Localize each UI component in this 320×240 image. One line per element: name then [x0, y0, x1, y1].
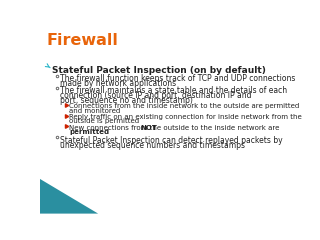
Text: Stateful Packet Inspection can detect replayed packets by: Stateful Packet Inspection can detect re…: [60, 136, 282, 145]
Text: Stateful Packet Inspection (on by default): Stateful Packet Inspection (on by defaul…: [52, 66, 266, 75]
Text: permitted: permitted: [69, 129, 109, 135]
Text: made by network applications: made by network applications: [60, 79, 176, 88]
Text: connection (source IP and port, destination IP and: connection (source IP and port, destinat…: [60, 91, 251, 100]
Text: Reply traffic on an existing connection for inside network from the: Reply traffic on an existing connection …: [69, 114, 302, 120]
Text: Firewall: Firewall: [46, 33, 118, 48]
Text: outside is permitted: outside is permitted: [69, 118, 139, 124]
Text: The firewall function keeps track of TCP and UDP connections: The firewall function keeps track of TCP…: [60, 74, 295, 83]
Text: New connections from the outside to the inside network are: New connections from the outside to the …: [69, 125, 282, 131]
Polygon shape: [40, 179, 98, 214]
Text: Connections from the inside network to the outside are permitted: Connections from the inside network to t…: [69, 103, 299, 109]
Text: unexpected sequence numbers and timestamps: unexpected sequence numbers and timestam…: [60, 141, 245, 150]
Text: The firewall maintains a state table and the details of each: The firewall maintains a state table and…: [60, 86, 287, 95]
Text: NOT: NOT: [140, 125, 157, 131]
Text: and monitored: and monitored: [69, 108, 120, 114]
Text: port, sequence no and timestamp): port, sequence no and timestamp): [60, 96, 193, 105]
